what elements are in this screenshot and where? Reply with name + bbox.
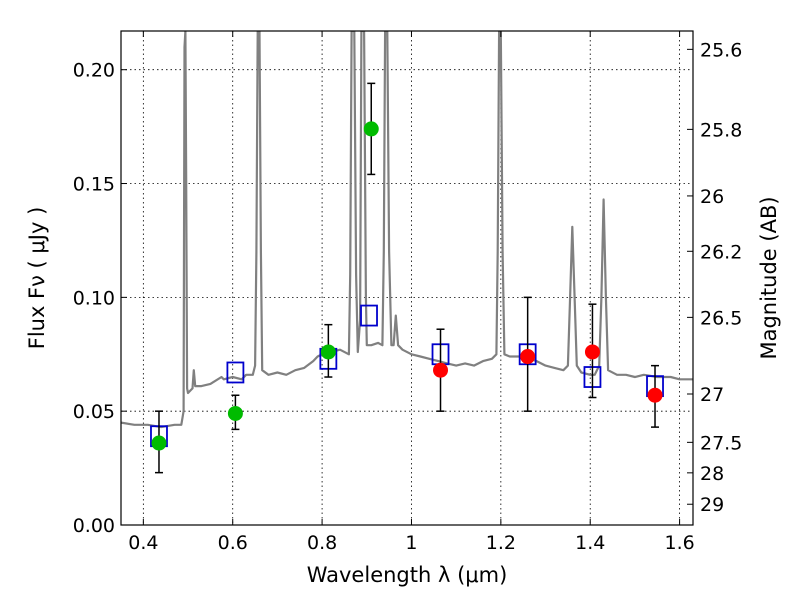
x-tick-label: 1.6 — [664, 532, 694, 554]
x-tick-label: 1 — [405, 532, 417, 554]
x-tick-label: 1.2 — [486, 532, 516, 554]
right-tick-label: 25.8 — [700, 119, 742, 141]
right-tick-label: 26.5 — [700, 307, 742, 329]
right-tick-label: 26.2 — [700, 241, 742, 263]
y-tick-label: 0.05 — [73, 401, 115, 423]
y-tick-label: 0.00 — [73, 515, 115, 537]
measured-flux-point — [320, 344, 336, 360]
right-tick-label: 26 — [700, 186, 724, 208]
model-photometry-box — [226, 361, 245, 384]
x-tick-label: 0.8 — [307, 532, 337, 554]
measured-flux-point — [647, 387, 663, 403]
right-tick-label: 25.6 — [700, 39, 742, 61]
measured-flux-point — [584, 344, 600, 360]
right-tick-label: 27 — [700, 384, 724, 406]
x-tick-label: 0.4 — [128, 532, 158, 554]
measured-flux-point — [433, 362, 449, 378]
measured-flux-point — [151, 435, 167, 451]
axes: 0.4 0.6 0.8 1 1.2 1.4 1.6 0.00 0.05 0.10 0.15 0.20 2… — [73, 31, 742, 554]
measured-flux-point — [227, 405, 243, 421]
y-tick-label: 0.10 — [73, 287, 115, 309]
measured-flux-point — [363, 121, 379, 137]
y-tick-label: 0.20 — [73, 60, 115, 82]
x-axis-label: Wavelength λ (μm) — [307, 563, 508, 587]
measured-flux-point — [520, 349, 536, 365]
y-tick-label: 0.15 — [73, 174, 115, 196]
model-photometry-box — [360, 304, 378, 327]
x-tick-label: 0.6 — [218, 532, 248, 554]
y-axis-label: Flux Fν ( μJy ) — [25, 207, 49, 350]
model-spectrum-line — [121, 31, 693, 429]
right-axis-label: Magnitude (AB) — [757, 196, 781, 359]
right-tick-label: 27.5 — [700, 432, 742, 454]
x-tick-label: 1.4 — [575, 532, 605, 554]
plot-frame — [120, 30, 694, 526]
right-tick-label: 28 — [700, 463, 724, 485]
data-layer — [121, 31, 693, 474]
right-tick-label: 29 — [700, 494, 724, 516]
